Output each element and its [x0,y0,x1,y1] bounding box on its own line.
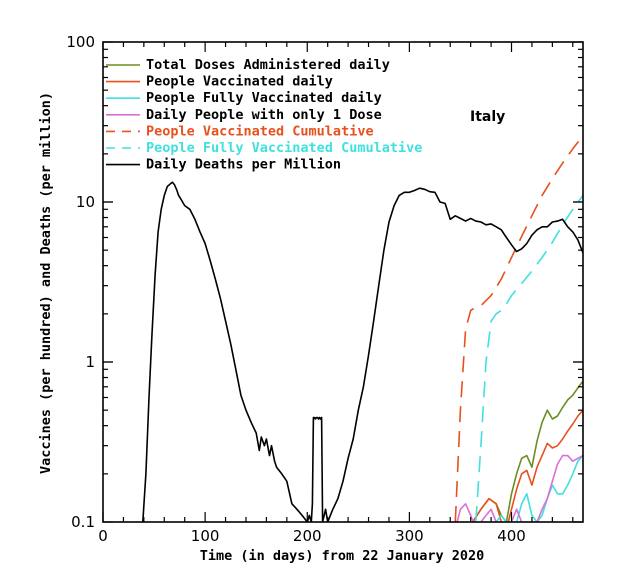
series-line-people-vaccinated-cumulative [454,135,583,522]
x-axis-title: Time (in days) from 22 January 2020 [200,548,484,564]
plot-frame [102,41,584,523]
legend-label: People Fully Vaccinated Cumulative [146,140,422,156]
y-tick-label: 0.1 [71,513,95,531]
legend-label: Total Doses Administered daily [146,57,390,73]
x-tick-label: 400 [497,527,526,545]
legend-label: Daily Deaths per Million [146,157,341,173]
x-tick-label: 300 [395,527,424,545]
series-line-people-fully-vaccinated-cumulative [475,194,583,522]
y-tick-label: 100 [66,33,95,51]
y-tick-label: 1 [85,353,95,371]
x-tick-label: 0 [98,527,108,545]
series-line-daily-deaths-per-million [142,181,583,522]
legend-label: People Vaccinated Cumulative [146,123,374,139]
y-tick-label: 10 [76,193,95,211]
legend-label: Daily People with only 1 Dose [146,107,382,123]
y-axis-title: Vaccines (per hundred) and Deaths (per m… [38,92,54,474]
series-line-daily-people-with-only-1-dose [456,454,583,522]
series-line-people-vaccinated-daily [470,409,583,522]
series-line-people-fully-vaccinated-daily [495,455,583,522]
x-tick-label: 200 [293,527,322,545]
legend-label: People Fully Vaccinated daily [146,90,382,106]
country-annotation: Italy [470,109,505,125]
legend-label: People Vaccinated daily [146,74,333,90]
x-tick-label: 100 [191,527,220,545]
ticks-layer: 0 100 200 300 400 0.1 1 10 100 [66,33,583,545]
series-layer [142,135,583,522]
